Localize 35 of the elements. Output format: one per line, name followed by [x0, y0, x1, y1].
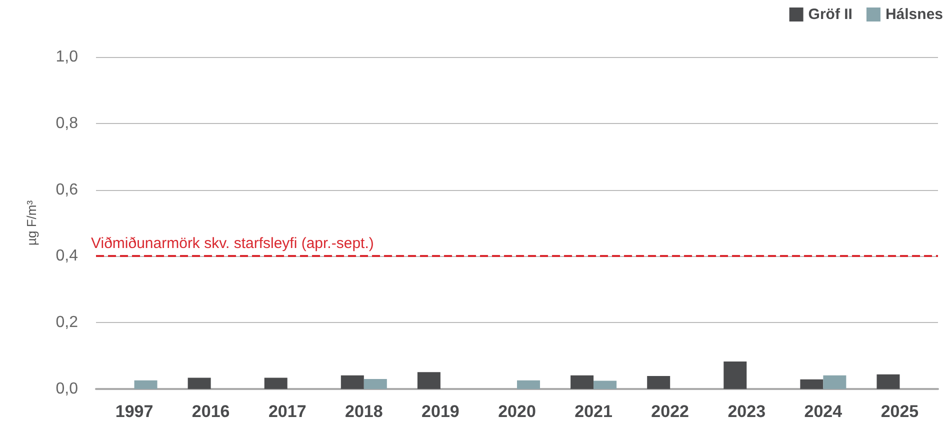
x-tick-label: 2017 — [268, 402, 306, 421]
x-tick-label: 2023 — [728, 402, 766, 421]
bar — [264, 378, 288, 389]
legend-label: Gröf II — [808, 6, 852, 23]
bar — [134, 380, 158, 389]
bar — [800, 379, 824, 389]
bar — [724, 361, 747, 389]
bar — [647, 376, 670, 389]
bar — [570, 375, 594, 389]
bar — [417, 372, 440, 389]
y-tick-label: 0,0 — [56, 380, 78, 398]
y-tick-label: 0,6 — [56, 181, 78, 198]
ref-line-label: Viðmiðunarmörk skv. starfsleyfi (apr.-sept.) — [91, 235, 374, 252]
bar — [188, 378, 211, 389]
x-tick-label: 2018 — [344, 402, 383, 421]
bar — [340, 375, 364, 389]
y-tick-label: 0,2 — [56, 314, 78, 332]
bar — [364, 379, 387, 389]
y-tick-label: 0,8 — [56, 114, 78, 132]
y-tick-label: 1,0 — [56, 48, 78, 66]
x-tick-label: 2016 — [192, 402, 230, 421]
bar — [517, 380, 540, 389]
x-tick-label: 2019 — [422, 402, 460, 421]
bar — [823, 375, 846, 389]
bar — [876, 374, 900, 389]
y-tick-label: 0,4 — [56, 248, 78, 265]
x-tick-label: 2021 — [574, 402, 612, 421]
x-tick-label: 2022 — [651, 402, 690, 421]
x-tick-label: 2020 — [498, 402, 536, 421]
x-tick-label: 2024 — [804, 402, 843, 421]
legend-label: Hálsnes — [885, 6, 944, 23]
y-axis-title: µg F/m³ — [24, 200, 39, 246]
x-tick-label: 1997 — [115, 402, 154, 421]
bar — [594, 380, 617, 389]
x-tick-label: 2025 — [880, 402, 919, 421]
